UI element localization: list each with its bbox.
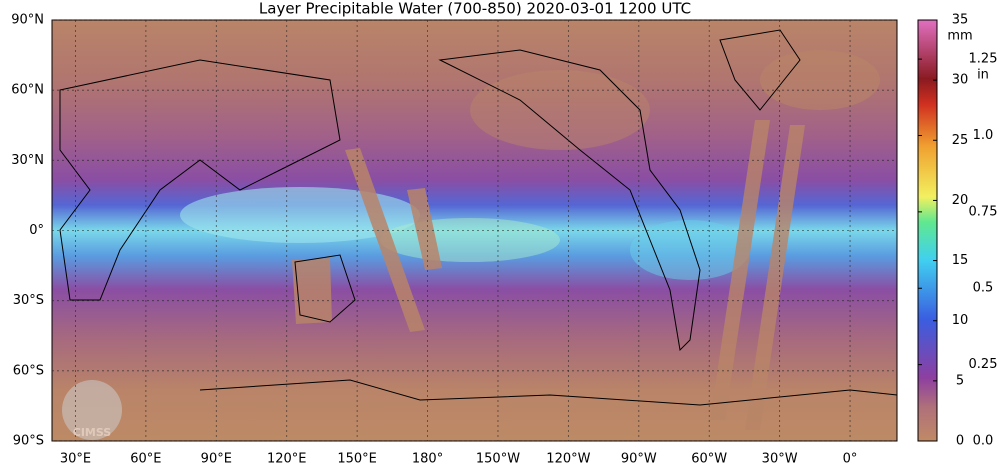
lon-tick-label: 120°W (546, 452, 590, 467)
in-tick-label: 1.0 (973, 128, 994, 143)
mm-tick-label: 20 (952, 193, 969, 208)
lon-tick-label: 0° (843, 452, 858, 467)
logo-text: CIMSS (73, 426, 112, 439)
lon-tick-label: 90°W (621, 452, 657, 467)
in-unit-label: in (977, 68, 989, 83)
coastline (59, 59, 341, 301)
lon-tick-label: 180° (412, 452, 443, 467)
lat-tick-label: 30°N (11, 153, 44, 168)
lon-tick-label: 30°W (762, 452, 798, 467)
lon-tick-label: 60°E (130, 452, 161, 467)
mm-tick-label: 15 (952, 253, 969, 268)
in-tick-label: 0.25 (969, 357, 998, 372)
mm-tick-label: 5 (956, 373, 964, 388)
logo: CIMSS (62, 380, 122, 440)
lat-tick-label: 90°N (11, 13, 44, 28)
missing-swath (292, 258, 332, 324)
dry-region (760, 50, 880, 110)
lat-tick-label: 60°N (11, 83, 44, 98)
lon-tick-label: 30°E (60, 452, 91, 467)
missing-swath (407, 188, 442, 270)
dry-region (470, 70, 650, 150)
in-tick-label: 0.5 (973, 281, 994, 296)
logo-emblem (62, 380, 122, 440)
lon-tick-label: 60°W (691, 452, 727, 467)
moisture-plume (180, 187, 420, 243)
lat-tick-label: 0° (29, 223, 44, 238)
lon-tick-label: 120°E (267, 452, 307, 467)
lon-tick-label: 150°E (337, 452, 377, 467)
moisture-plume (380, 218, 560, 262)
colorbar (917, 19, 938, 442)
mm-unit-label: mm (947, 29, 972, 44)
map-title: Layer Precipitable Water (700-850) 2020-… (259, 0, 691, 18)
coastline (438, 49, 701, 352)
mm-tick-label: 10 (952, 313, 969, 328)
mm-tick-label: 0 (956, 434, 964, 449)
lon-tick-label: 90°E (201, 452, 232, 467)
moisture-plume (630, 220, 750, 280)
in-tick-label: 0.75 (969, 204, 998, 219)
missing-swath (745, 125, 805, 430)
missing-swath (710, 120, 770, 420)
missing-swath (345, 148, 425, 332)
mm-tick-label: 25 (952, 133, 969, 148)
lat-tick-label: 90°S (13, 434, 44, 449)
lat-tick-label: 30°S (13, 293, 44, 308)
lat-tick-label: 60°S (13, 363, 44, 378)
in-tick-label: 1.25 (969, 52, 998, 67)
mm-tick-label: 30 (952, 73, 969, 88)
mm-tick-label: 35 (952, 13, 969, 28)
lon-tick-label: 150°W (476, 452, 520, 467)
in-tick-label: 0.0 (973, 434, 994, 449)
coastline (294, 254, 356, 323)
